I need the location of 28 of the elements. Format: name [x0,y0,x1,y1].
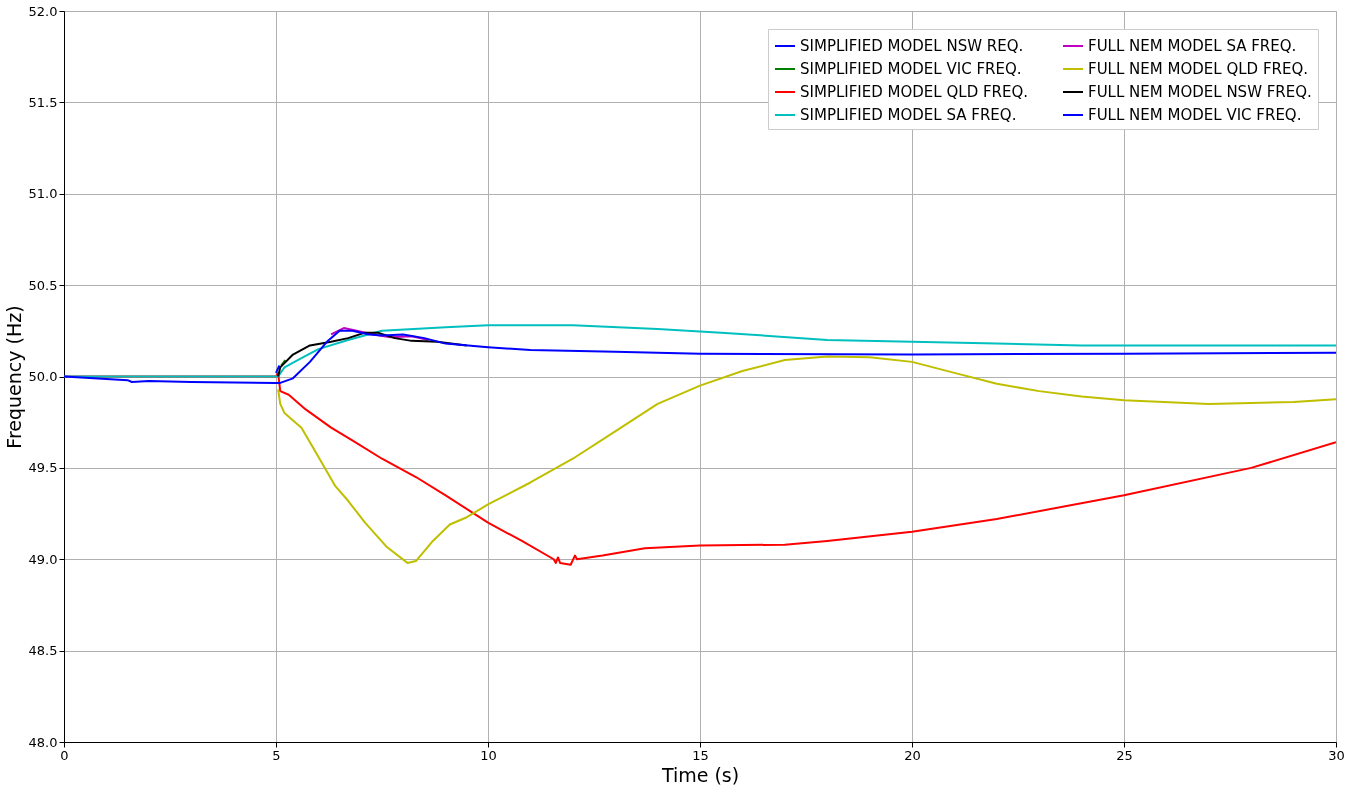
x-axis-title: Time (s) [660,763,740,786]
y-tick-label: 50.0 [28,369,58,384]
y-tick-label: 48.0 [28,734,58,750]
legend-label: SIMPLIFIED MODEL QLD FREQ. [800,83,1029,101]
legend-label: SIMPLIFIED MODEL SA FREQ. [800,106,1017,124]
legend-label: FULL NEM MODEL QLD FREQ. [1088,60,1308,78]
x-tick-label: 25 [1116,747,1133,763]
legend-label: FULL NEM MODEL SA FREQ. [1088,37,1297,55]
legend-label: SIMPLIFIED MODEL NSW REQ. [800,37,1024,55]
y-axis-title: Frequency (Hz) [2,305,25,449]
y-tick-label: 48.5 [28,643,58,659]
x-tick-label: 20 [904,747,921,763]
x-tick-label: 30 [1328,747,1345,763]
y-tick-label: 52.0 [28,3,58,19]
y-tick-label: 51.0 [28,186,58,202]
line-series [64,329,1336,384]
x-tick-label: 0 [60,747,69,763]
y-tick-label: 49.0 [28,551,58,567]
legend-label: FULL NEM MODEL NSW FREQ. [1088,83,1312,101]
legend-label: FULL NEM MODEL VIC FREQ. [1088,106,1302,124]
y-tick-label: 50.5 [28,277,58,293]
x-tick-label: 15 [692,747,709,763]
x-tick-label: 5 [272,747,281,763]
y-tick-label: 49.5 [28,460,58,476]
line-series [277,355,1336,564]
x-tick-label: 10 [480,747,497,763]
legend-label: SIMPLIFIED MODEL VIC FREQ. [800,60,1022,78]
y-tick-label: 51.5 [28,94,58,110]
